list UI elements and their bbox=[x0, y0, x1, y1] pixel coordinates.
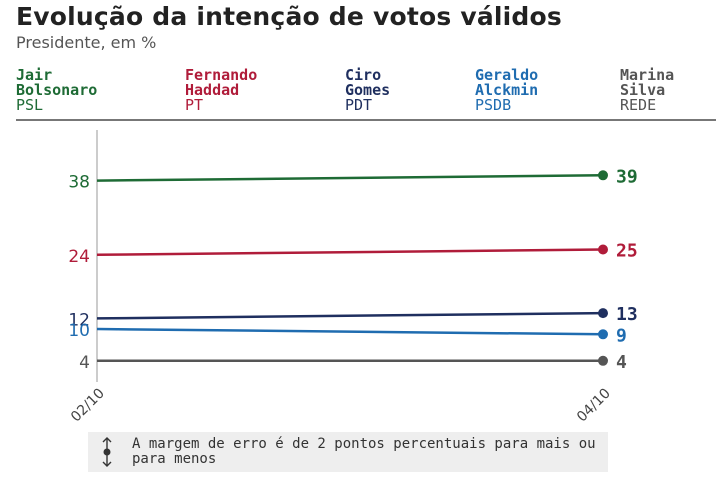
end-value-label: 9 bbox=[616, 325, 627, 346]
series-line-bolsonaro bbox=[96, 174, 604, 182]
legend-party: PSL bbox=[16, 96, 44, 114]
end-point-bolsonaro bbox=[598, 170, 608, 181]
start-value-label: 12 bbox=[68, 310, 90, 330]
x-tick-label: 04/10 bbox=[574, 386, 614, 426]
legend-item-bolsonaro: Jair Bolsonaro PSL bbox=[16, 68, 146, 113]
end-point-marina bbox=[598, 355, 608, 366]
chart-subtitle: Presidente, em % bbox=[16, 33, 157, 52]
series-line-alckmin bbox=[96, 327, 604, 336]
legend-party: PT bbox=[185, 96, 204, 114]
legend-item-marina: Marina Silva REDE bbox=[620, 68, 728, 113]
note-text: A margem de erro é de 2 pontos percentua… bbox=[132, 436, 596, 467]
legend-name: Fernando Haddad bbox=[185, 66, 258, 99]
start-value-label: 10 bbox=[68, 321, 90, 341]
start-value-label: 4 bbox=[79, 353, 90, 373]
legend-name: Marina Silva bbox=[620, 66, 675, 99]
end-value-label: 39 bbox=[616, 166, 638, 187]
note-box: A margem de erro é de 2 pontos percentua… bbox=[88, 432, 608, 472]
legend-name: Geraldo Alckmin bbox=[475, 66, 539, 99]
legend-party: REDE bbox=[620, 96, 657, 114]
line-chart: 38 39 24 25 12 13 10 9 4 4 02/10 04/10 bbox=[68, 130, 638, 425]
start-value-label: 38 bbox=[68, 173, 90, 193]
end-value-label: 13 bbox=[616, 304, 638, 325]
series-line-ciro bbox=[96, 311, 604, 320]
series-line-haddad bbox=[96, 248, 604, 257]
end-value-label: 25 bbox=[616, 241, 638, 262]
error-margin-icon bbox=[102, 437, 112, 467]
end-point-alckmin bbox=[598, 329, 608, 340]
legend-item-haddad: Fernando Haddad PT bbox=[185, 68, 315, 113]
chart-title: Evolução da intenção de votos válidos bbox=[16, 2, 562, 31]
end-point-ciro bbox=[598, 308, 608, 319]
end-value-label: 4 bbox=[616, 352, 627, 373]
legend-item-ciro: Ciro Gomes PDT bbox=[345, 68, 475, 113]
end-point-haddad bbox=[598, 244, 608, 255]
series-layer bbox=[96, 170, 608, 366]
legend-name: Jair Bolsonaro bbox=[16, 66, 98, 99]
legend-divider bbox=[16, 119, 716, 121]
label-layer: 38 39 24 25 12 13 10 9 4 4 02/10 04/10 bbox=[68, 166, 638, 425]
legend-item-alckmin: Geraldo Alckmin PSDB bbox=[475, 68, 605, 113]
start-value-label: 24 bbox=[68, 247, 90, 267]
legend-party: PDT bbox=[345, 96, 373, 114]
legend-party: PSDB bbox=[475, 96, 512, 114]
legend-name: Ciro Gomes bbox=[345, 66, 391, 99]
x-tick-label: 02/10 bbox=[68, 386, 108, 426]
